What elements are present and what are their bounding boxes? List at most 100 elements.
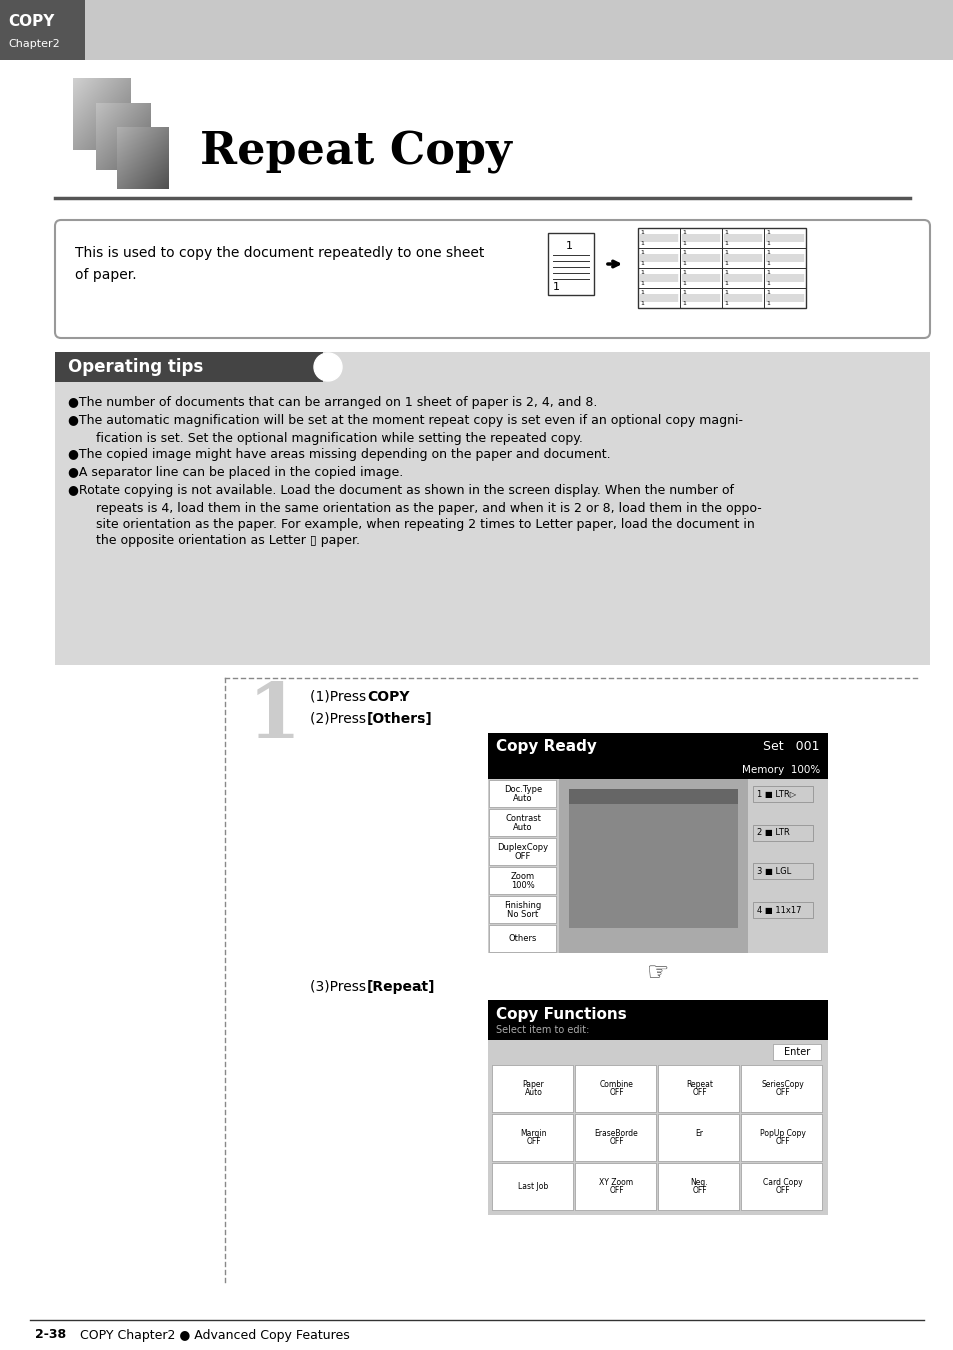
Bar	[575, 1065, 656, 1112]
Text: 1: 1	[681, 290, 685, 296]
Bar	[492, 1065, 573, 1112]
Text: 1: 1	[723, 230, 727, 235]
Text: 1: 1	[765, 270, 769, 275]
Bar	[558, 779, 747, 953]
Text: Zoom: Zoom	[511, 872, 535, 882]
Text: Doc.Type: Doc.Type	[503, 784, 541, 794]
Text: Card Copy: Card Copy	[761, 1179, 801, 1187]
Text: .: .	[420, 711, 425, 726]
Text: 1: 1	[681, 270, 685, 275]
Text: the opposite orientation as Letter ▯ paper.: the opposite orientation as Letter ▯ pap…	[96, 535, 359, 547]
Bar	[488, 733, 827, 953]
Text: 1: 1	[681, 281, 685, 286]
Text: Auto: Auto	[513, 824, 532, 832]
Text: PopUp Copy: PopUp Copy	[759, 1129, 804, 1138]
Text: Auto: Auto	[513, 794, 532, 803]
Bar	[740, 1065, 821, 1112]
Text: 1: 1	[765, 301, 769, 306]
Text: No Sort: No Sort	[507, 910, 538, 919]
Circle shape	[314, 352, 341, 381]
Text: OFF: OFF	[775, 1137, 789, 1146]
Bar	[752, 825, 812, 841]
Bar	[772, 1044, 821, 1060]
Text: ●Rotate copying is not available. Load the document as shown in the screen displ: ●Rotate copying is not available. Load t…	[68, 485, 733, 497]
Text: OFF: OFF	[692, 1088, 706, 1098]
Bar	[489, 925, 556, 952]
Bar	[488, 761, 827, 779]
Text: ●The number of documents that can be arranged on 1 sheet of paper is 2, 4, and 8: ●The number of documents that can be arr…	[68, 396, 597, 409]
Text: ●The automatic magnification will be set at the moment repeat copy is set even i: ●The automatic magnification will be set…	[68, 414, 742, 427]
Bar	[85, 0, 953, 59]
Text: 1: 1	[639, 281, 643, 286]
Text: 3 ■ LGL: 3 ■ LGL	[757, 867, 790, 876]
Bar	[489, 838, 556, 865]
Text: 1: 1	[765, 250, 769, 255]
Text: [Others]: [Others]	[367, 711, 433, 726]
Text: of paper.: of paper.	[75, 269, 136, 282]
Text: Memory  100%: Memory 100%	[741, 765, 820, 775]
Text: ●The copied image might have areas missing depending on the paper and document.: ●The copied image might have areas missi…	[68, 448, 610, 460]
Bar	[658, 1162, 739, 1210]
Text: 1: 1	[639, 290, 643, 296]
Text: Enter: Enter	[783, 1048, 809, 1057]
Text: 1: 1	[639, 270, 643, 275]
Bar	[489, 867, 556, 894]
Bar	[752, 786, 812, 802]
Text: ●A separator line can be placed in the copied image.: ●A separator line can be placed in the c…	[68, 466, 403, 479]
Text: 1: 1	[723, 270, 727, 275]
Text: site orientation as the paper. For example, when repeating 2 times to Letter pap: site orientation as the paper. For examp…	[96, 518, 754, 531]
Text: 2 ■ LTR: 2 ■ LTR	[757, 828, 789, 837]
Bar	[752, 864, 812, 879]
Text: 1: 1	[639, 242, 643, 246]
Text: OFF: OFF	[692, 1187, 706, 1195]
Text: 1: 1	[553, 282, 559, 292]
Bar	[638, 228, 805, 308]
Text: 1: 1	[765, 290, 769, 296]
Text: 1: 1	[723, 261, 727, 266]
Text: 1: 1	[248, 680, 301, 755]
Text: 1: 1	[681, 230, 685, 235]
Bar	[658, 1065, 739, 1112]
Text: 1: 1	[639, 261, 643, 266]
Text: Operating tips: Operating tips	[68, 358, 203, 377]
Bar	[568, 788, 738, 805]
Text: 2-38: 2-38	[35, 1328, 66, 1342]
Bar	[488, 1040, 827, 1215]
Text: Er: Er	[695, 1129, 702, 1138]
Text: COPY Chapter2 ● Advanced Copy Features: COPY Chapter2 ● Advanced Copy Features	[80, 1328, 350, 1342]
Text: (1)Press: (1)Press	[310, 690, 370, 703]
Text: 4 ■ 11x17: 4 ■ 11x17	[757, 906, 801, 914]
Text: 1: 1	[765, 281, 769, 286]
Text: (3)Press: (3)Press	[310, 980, 370, 994]
Text: Finishing: Finishing	[504, 900, 541, 910]
Bar	[55, 352, 323, 382]
Text: OFF: OFF	[526, 1137, 540, 1146]
Bar	[575, 1162, 656, 1210]
Text: OFF: OFF	[609, 1137, 623, 1146]
Bar	[740, 1114, 821, 1161]
Text: .: .	[418, 980, 423, 994]
Text: DuplexCopy: DuplexCopy	[497, 842, 548, 852]
Bar	[492, 1162, 573, 1210]
Text: (2)Press: (2)Press	[310, 711, 370, 726]
Text: Others: Others	[508, 934, 537, 944]
Text: 1: 1	[681, 301, 685, 306]
Text: repeats is 4, load them in the same orientation as the paper, and when it is 2 o: repeats is 4, load them in the same orie…	[96, 502, 760, 514]
Bar	[575, 1114, 656, 1161]
Text: OFF: OFF	[775, 1187, 789, 1195]
Text: OFF: OFF	[515, 852, 531, 861]
Text: ☞: ☞	[646, 961, 668, 986]
Text: 1: 1	[723, 250, 727, 255]
Text: Copy Functions: Copy Functions	[496, 1007, 626, 1022]
Text: COPY: COPY	[367, 690, 409, 703]
Text: 1 ■ LTR▷: 1 ■ LTR▷	[757, 790, 796, 798]
Text: Repeat Copy: Repeat Copy	[200, 131, 511, 174]
Bar	[568, 788, 738, 927]
Text: Select item to edit:: Select item to edit:	[496, 1025, 589, 1035]
Text: Paper: Paper	[522, 1080, 544, 1089]
Text: Copy Ready: Copy Ready	[496, 740, 597, 755]
Text: .: .	[398, 690, 403, 703]
Bar	[489, 809, 556, 836]
Text: Margin: Margin	[519, 1129, 546, 1138]
Text: Auto: Auto	[524, 1088, 542, 1098]
